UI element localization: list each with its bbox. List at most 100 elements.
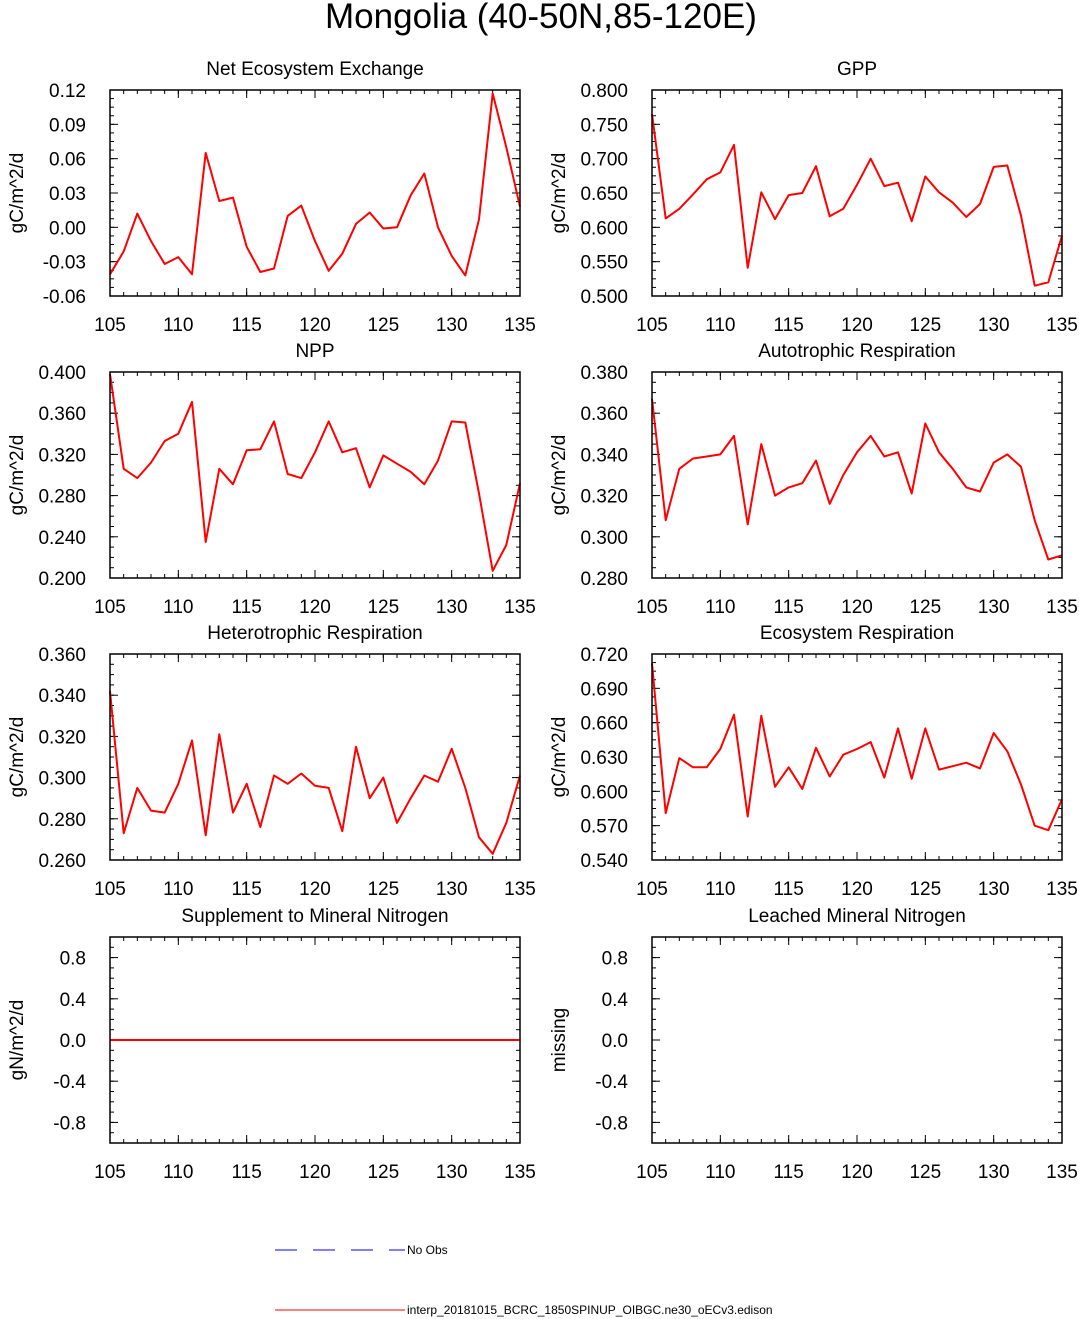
x-tick-label: 115 bbox=[232, 879, 262, 900]
y-axis-label: missing bbox=[549, 1008, 570, 1072]
chart-panel: GPP gC/m^2/d 105 110 115 120 125 130 135 0.500 0.5… bbox=[549, 59, 1078, 336]
y-tick-label: 0.280 bbox=[38, 487, 86, 508]
series-line bbox=[651, 663, 1063, 832]
plot-frame bbox=[109, 371, 521, 579]
y-axis-label: gC/m^2/d bbox=[7, 153, 28, 234]
chart-title: Ecosystem Respiration bbox=[760, 623, 954, 644]
y-tick-label: 0.8 bbox=[602, 949, 628, 970]
y-tick-label: -0.8 bbox=[595, 1113, 628, 1134]
plot-frame bbox=[109, 89, 521, 297]
x-tick-label: 135 bbox=[504, 879, 536, 900]
y-tick-label: 0.06 bbox=[49, 150, 86, 171]
y-tick-label: 0.360 bbox=[38, 404, 86, 425]
y-tick-label: 0.650 bbox=[580, 184, 628, 205]
y-tick-label: 0.00 bbox=[49, 218, 86, 239]
y-tick-label: 0.320 bbox=[38, 445, 86, 466]
x-tick-label: 105 bbox=[94, 315, 126, 336]
x-tick-label: 130 bbox=[978, 879, 1010, 900]
plot-frame bbox=[651, 371, 1063, 579]
y-axis-label: gC/m^2/d bbox=[549, 435, 570, 516]
x-tick-label: 130 bbox=[436, 597, 468, 618]
x-tick-label: 105 bbox=[636, 879, 668, 900]
y-tick-label: 0.690 bbox=[580, 679, 628, 700]
y-tick-label: 0.8 bbox=[60, 949, 86, 970]
y-tick-label: 0.660 bbox=[580, 714, 628, 735]
y-tick-label: 0.280 bbox=[38, 810, 86, 831]
x-tick-label: 110 bbox=[163, 597, 193, 618]
y-tick-label: 0.600 bbox=[580, 782, 628, 803]
x-tick-label: 105 bbox=[94, 1162, 126, 1183]
y-tick-label: 0.380 bbox=[580, 363, 628, 384]
y-tick-label: 0.09 bbox=[49, 115, 86, 136]
x-tick-label: 125 bbox=[367, 879, 399, 900]
legend: No Obs interp_20181015_BCRC_1850SPINUP_O… bbox=[275, 1243, 773, 1317]
x-tick-label: 115 bbox=[774, 879, 804, 900]
y-tick-label: 0.0 bbox=[602, 1031, 628, 1052]
chart-title: GPP bbox=[837, 59, 877, 80]
x-tick-label: 120 bbox=[299, 315, 331, 336]
x-tick-label: 105 bbox=[636, 597, 668, 618]
y-tick-label: 0.800 bbox=[580, 81, 628, 102]
x-tick-label: 105 bbox=[94, 597, 126, 618]
x-tick-label: 115 bbox=[774, 597, 804, 618]
x-tick-label: 125 bbox=[367, 597, 399, 618]
chart-title: Leached Mineral Nitrogen bbox=[748, 906, 966, 927]
y-tick-label: 0.240 bbox=[38, 528, 86, 549]
x-tick-label: 120 bbox=[841, 1162, 873, 1183]
x-tick-label: 125 bbox=[909, 315, 941, 336]
x-tick-label: 115 bbox=[232, 597, 262, 618]
x-tick-label: 110 bbox=[163, 1162, 193, 1183]
x-tick-label: 125 bbox=[367, 1162, 399, 1183]
x-tick-label: 115 bbox=[232, 315, 262, 336]
x-tick-label: 130 bbox=[436, 1162, 468, 1183]
y-axis-label: gC/m^2/d bbox=[7, 717, 28, 798]
x-tick-label: 120 bbox=[299, 1162, 331, 1183]
y-tick-label: 0.280 bbox=[580, 569, 628, 590]
y-tick-label: 0.630 bbox=[580, 748, 628, 769]
x-tick-label: 105 bbox=[636, 1162, 668, 1183]
y-tick-label: 0.320 bbox=[38, 727, 86, 748]
series-line bbox=[109, 691, 521, 855]
y-tick-label: 0.720 bbox=[580, 645, 628, 666]
y-tick-label: 0.200 bbox=[38, 569, 86, 590]
y-tick-label: 0.4 bbox=[602, 990, 629, 1011]
x-tick-label: 130 bbox=[978, 1162, 1010, 1183]
x-tick-label: 135 bbox=[1046, 879, 1078, 900]
plot-frame bbox=[109, 936, 521, 1144]
y-tick-label: 0.750 bbox=[580, 115, 628, 136]
y-tick-label: 0.300 bbox=[580, 528, 628, 549]
chart-title: Autotrophic Respiration bbox=[758, 341, 956, 362]
chart-title: Supplement to Mineral Nitrogen bbox=[181, 906, 448, 927]
y-axis-label: gC/m^2/d bbox=[549, 717, 570, 798]
x-tick-label: 115 bbox=[232, 1162, 262, 1183]
x-tick-label: 105 bbox=[94, 879, 126, 900]
x-tick-label: 120 bbox=[299, 597, 331, 618]
x-tick-label: 135 bbox=[1046, 597, 1078, 618]
y-tick-label: 0.320 bbox=[580, 487, 628, 508]
x-tick-label: 110 bbox=[705, 1162, 735, 1183]
y-axis-label: gC/m^2/d bbox=[7, 435, 28, 516]
y-tick-label: 0.300 bbox=[38, 769, 86, 790]
y-tick-label: 0.500 bbox=[580, 287, 628, 308]
x-tick-label: 125 bbox=[909, 879, 941, 900]
chart-panels: Net Ecosystem Exchange gC/m^2/d 105 110 115 1… bbox=[7, 59, 1078, 1183]
x-tick-label: 120 bbox=[299, 879, 331, 900]
chart-title: Heterotrophic Respiration bbox=[207, 623, 422, 644]
x-tick-label: 110 bbox=[163, 879, 193, 900]
series-line bbox=[109, 373, 521, 572]
y-tick-label: 0.0 bbox=[60, 1031, 86, 1052]
chart-panel: Heterotrophic Respiration gC/m^2/d 105 110 1… bbox=[7, 623, 536, 900]
y-tick-label: 0.360 bbox=[38, 645, 86, 666]
y-tick-label: 0.12 bbox=[49, 81, 86, 102]
x-tick-label: 110 bbox=[705, 315, 735, 336]
x-tick-label: 130 bbox=[978, 597, 1010, 618]
y-axis-label: gN/m^2/d bbox=[7, 1000, 28, 1081]
y-tick-label: 0.360 bbox=[580, 404, 628, 425]
x-tick-label: 130 bbox=[436, 315, 468, 336]
y-tick-label: 0.260 bbox=[38, 851, 86, 872]
x-tick-label: 115 bbox=[774, 315, 804, 336]
x-tick-label: 135 bbox=[504, 1162, 536, 1183]
chart-panel: Autotrophic Respiration gC/m^2/d 105 110 115… bbox=[549, 341, 1078, 618]
plot-frame bbox=[651, 653, 1063, 861]
